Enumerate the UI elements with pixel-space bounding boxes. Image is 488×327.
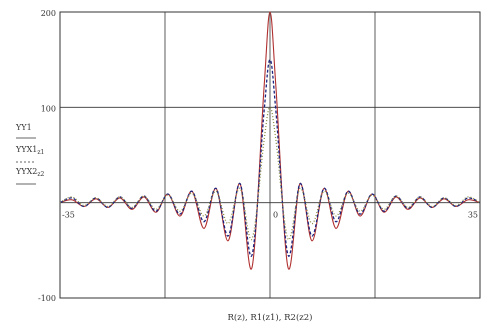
y-label-line-3: YYX2z2 — [15, 167, 45, 178]
tick-labels: 200 100 -100 -35 0 35 — [38, 9, 478, 303]
x-tick-label-right: 35 — [468, 211, 478, 220]
y-label-line-1: YY1 — [15, 123, 32, 132]
series-line-3 — [59, 106, 481, 240]
x-tick-label-center: 0 — [273, 211, 278, 220]
series-group — [59, 11, 481, 270]
y-tick-label-minus-100: -100 — [38, 294, 56, 303]
y-tick-label-100: 100 — [41, 104, 56, 113]
grid — [60, 12, 480, 298]
x-tick-label-left: -35 — [62, 211, 75, 220]
series-line-2 — [59, 59, 481, 257]
y-axis-label: YY1 YYX1z1 YYX2z2 — [15, 123, 45, 185]
x-axis-label: R(z), R1(z1), R2(z2) — [228, 312, 313, 323]
y-tick-label-200: 200 — [41, 9, 56, 18]
y-label-line-2: YYX1z1 — [15, 145, 44, 156]
